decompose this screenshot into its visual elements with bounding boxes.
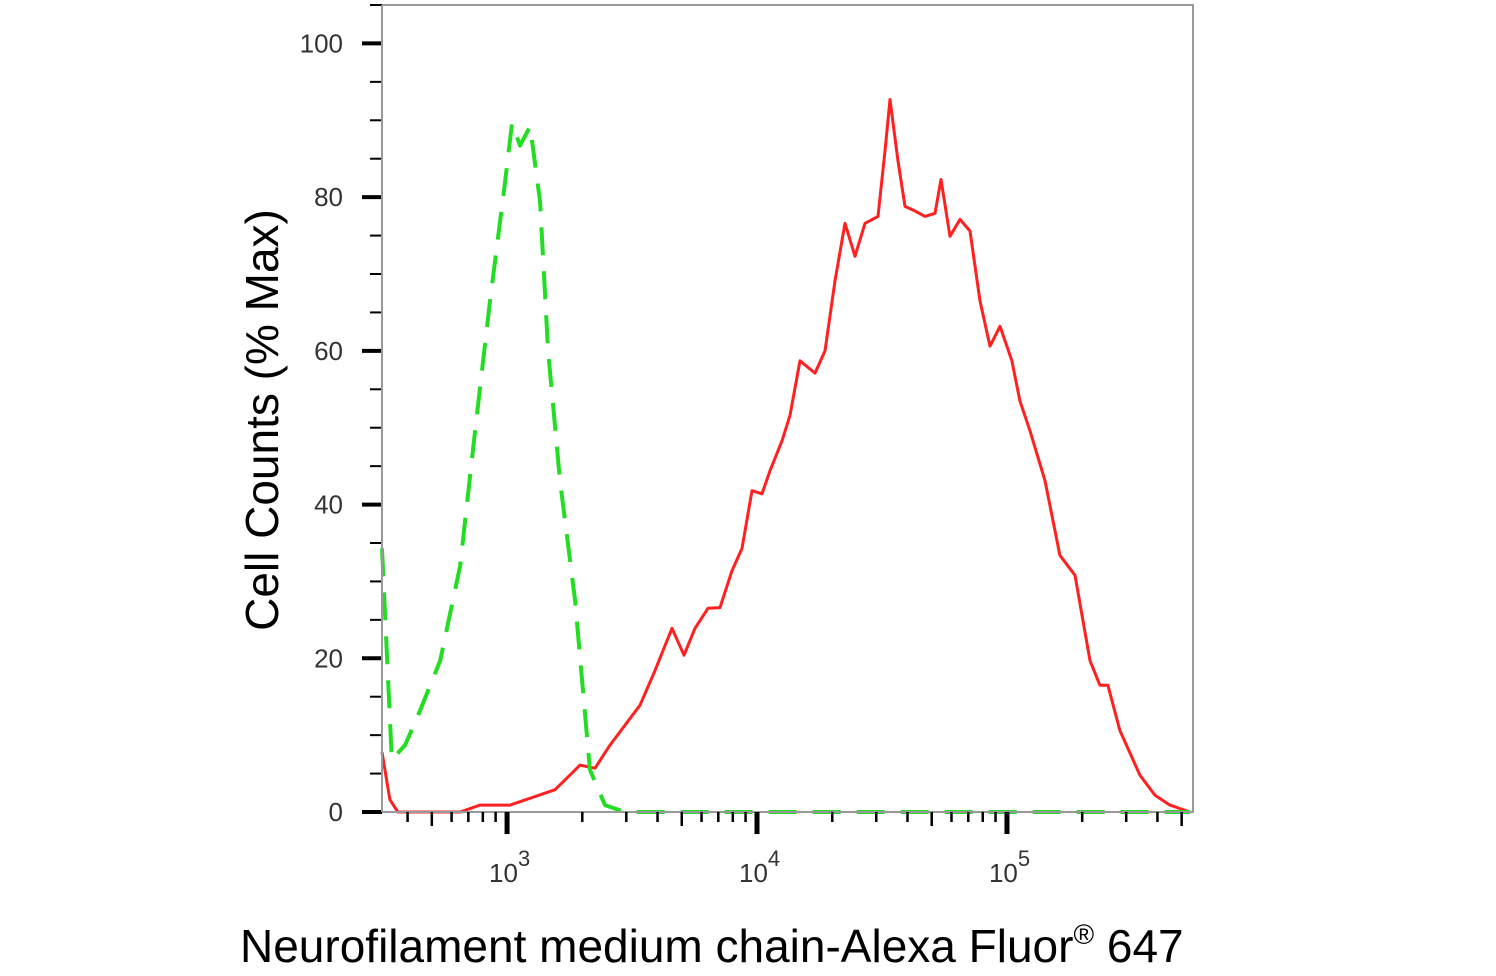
y-tick-label: 0 [329,797,343,827]
x-axis-title-main: Neurofilament medium chain-Alexa Fluor [240,920,1073,972]
x-axis-title: Neurofilament medium chain-Alexa Fluor® … [240,919,1184,972]
series-line-2 [380,121,1190,814]
x-tick-base: 10 [989,858,1018,888]
x-tick-label: 104 [739,846,780,888]
x-tick-exponent: 4 [768,846,780,871]
x-tick-label: 103 [489,846,530,888]
x-tick-base: 10 [489,858,518,888]
x-axis-title-superscript: ® [1073,919,1094,950]
x-tick-exponent: 5 [1018,846,1030,871]
x-axis-title-suffix: 647 [1094,920,1184,972]
series-line-1 [380,98,1191,814]
y-tick-label: 100 [300,28,343,58]
y-tick-label: 40 [314,490,343,520]
y-tick-label: 60 [314,336,343,366]
y-axis-title: Cell Counts (% Max) [236,209,288,631]
plot-frame [381,4,1194,813]
x-tick-exponent: 3 [518,846,530,871]
y-tick-label: 20 [314,643,343,673]
x-tick-base: 10 [739,858,768,888]
y-tick-label: 80 [314,182,343,212]
x-tick-label: 105 [989,846,1030,888]
